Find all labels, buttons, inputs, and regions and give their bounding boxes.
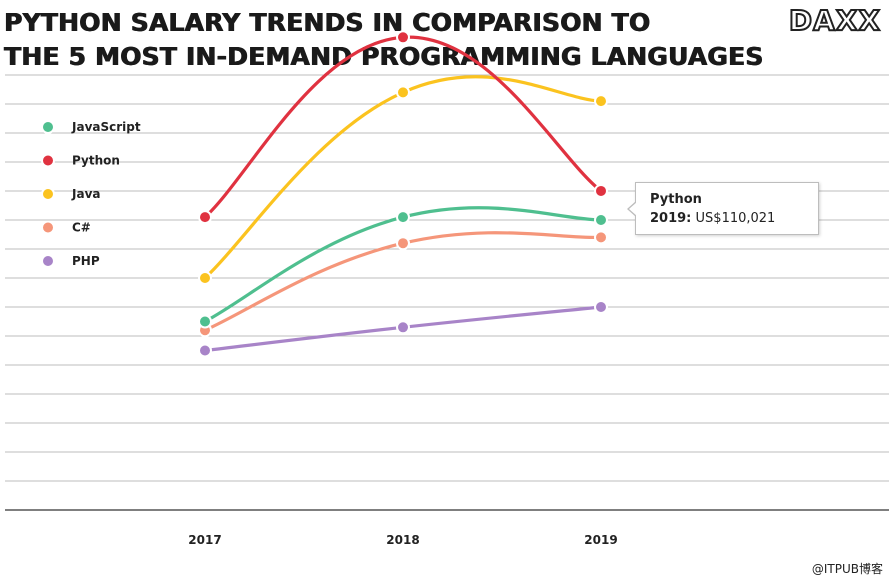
- x-tick-2019: 2019: [584, 533, 617, 547]
- data-point-javascript-2019[interactable]: [594, 213, 608, 227]
- legend-marker-c: [41, 220, 55, 235]
- data-point-c-2018[interactable]: [396, 236, 410, 251]
- tooltip-value: US$110,021: [695, 211, 776, 226]
- data-point-java-2018[interactable]: [396, 85, 410, 100]
- watermark: @ITPUB博客: [811, 562, 883, 576]
- legend-marker-javascript: [41, 120, 55, 134]
- data-point-php-2019[interactable]: [594, 300, 608, 314]
- legend-label-python: Python: [72, 154, 120, 168]
- data-point-c-2019[interactable]: [594, 230, 608, 245]
- x-tick-2018: 2018: [386, 533, 419, 547]
- legend-marker-java: [41, 187, 55, 201]
- data-point-python-2017[interactable]: [198, 210, 212, 225]
- legend-marker-python: [41, 153, 55, 168]
- legend: JavaScript Python Java C# PHP: [41, 120, 141, 268]
- series-line-javascript: [203, 206, 603, 324]
- x-tick-2017: 2017: [188, 533, 221, 547]
- chart-title-line1: PYTHON SALARY TRENDS IN COMPARISON TO: [4, 8, 651, 37]
- data-point-php-2017[interactable]: [198, 343, 212, 358]
- x-axis-ticks: 2017 2018 2019: [188, 533, 617, 547]
- series-lines: [198, 30, 608, 358]
- legend-label-java: Java: [71, 187, 100, 201]
- legend-marker-php: [41, 254, 55, 268]
- data-point-javascript-2017[interactable]: [198, 314, 212, 329]
- data-point-php-2018[interactable]: [396, 320, 410, 335]
- legend-label-c: C#: [72, 221, 91, 235]
- data-point-python-2019[interactable]: [594, 183, 608, 198]
- chart-title-line2: THE 5 MOST IN-DEMAND PROGRAMMING LANGUAG…: [4, 42, 764, 71]
- python-tooltip: Python 2019: US$110,021: [627, 182, 819, 235]
- series-line-python: [203, 35, 603, 219]
- data-point-python-2018[interactable]: [396, 30, 410, 45]
- tooltip-series-name: Python: [650, 192, 702, 207]
- data-point-javascript-2018[interactable]: [396, 210, 410, 225]
- data-point-java-2017[interactable]: [198, 271, 212, 285]
- grid-lines: [5, 74, 889, 511]
- tooltip-year: 2019:: [650, 211, 692, 226]
- chart-title: PYTHON SALARY TRENDS IN COMPARISON TO TH…: [4, 6, 764, 74]
- data-point-java-2019[interactable]: [594, 94, 608, 109]
- legend-label-php: PHP: [72, 254, 100, 268]
- daxx-logo: DAXX: [788, 3, 881, 38]
- tooltip-row: 2019: US$110,021: [650, 209, 804, 229]
- legend-label-javascript: JavaScript: [71, 120, 141, 134]
